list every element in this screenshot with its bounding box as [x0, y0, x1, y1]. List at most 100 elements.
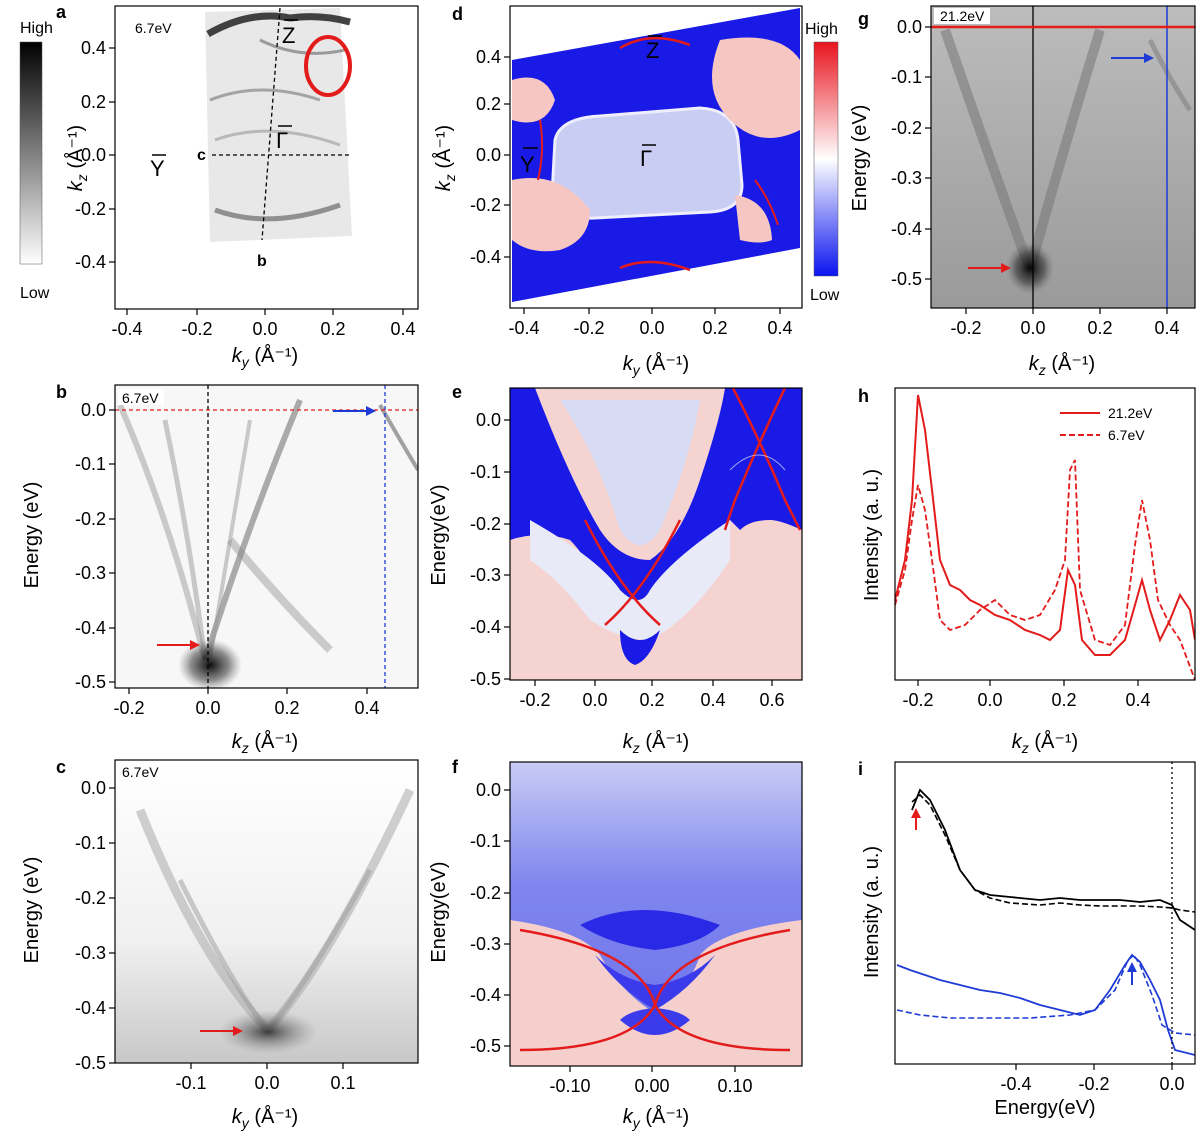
- svg-text:Γ: Γ: [640, 146, 652, 171]
- red-arrow: [200, 1026, 243, 1036]
- x-axis-label: ky (Å⁻¹): [232, 1105, 298, 1131]
- y-tick-label: -0.4: [470, 985, 501, 1005]
- x-tick-label: 0.2: [274, 698, 299, 718]
- panel-letter: h: [858, 386, 869, 406]
- svg-text:Y: Y: [150, 156, 165, 181]
- x-tick-label: -0.2: [902, 690, 933, 710]
- panel-i: i -0.4 -0.2 0.0 Energy(eV) Intensity (a. u…: [858, 759, 1196, 1119]
- panel-c: c 6.7eV -0.1 0.0 0.10.0-0.1-0.2-0.3-0.4-0.…: [21, 757, 419, 1131]
- y-axis-label: Intensity (a. u.): [861, 469, 883, 601]
- cut-label-b: b: [257, 253, 267, 270]
- panel-e: e -0.2 0.0 0.2 0.4 0.60.0-0.1-0.2-0.3-0.4-0.…: [428, 382, 803, 756]
- x-axis-label: ky (Å⁻¹): [232, 344, 298, 370]
- black-dashed-curve: [911, 793, 1195, 913]
- curve-21.2eV: [895, 394, 1195, 656]
- point-label-Z: Z: [646, 35, 662, 63]
- y-tick-label: -0.3: [470, 934, 501, 954]
- x-tick-label: 0.2: [639, 690, 664, 710]
- x-tick-label: 0.0: [254, 1073, 279, 1093]
- x-tick-label: -0.2: [1078, 1074, 1109, 1094]
- axis-ticks: -0.2 0.0 0.2 0.4 0.6 0.0 -0.1 -0.2 -0.3 -0.4 -0.5: [470, 410, 785, 710]
- y-tick-label: 0.2: [476, 94, 501, 114]
- point-label-Y: Y: [150, 154, 166, 181]
- axis-ticks: -0.2 0.0 0.2 0.4 0.0 -0.1 -0.2 -0.3 -0.4 -0.5: [891, 17, 1180, 338]
- panel-d: d Y Γ Z -0.4 -0.2 0.0 0.2 0.40.40.20.0-0.2-0…: [432, 4, 803, 378]
- y-tick-label: 0.4: [476, 47, 501, 67]
- x-tick-label: 0.4: [354, 698, 379, 718]
- y-axis-label: kz (Å⁻¹): [432, 125, 458, 191]
- arpes-map-patch: [205, 8, 352, 242]
- y-tick-label: -0.1: [891, 67, 922, 87]
- y-axis-label: Energy(eV): [428, 484, 450, 585]
- panel-letter: d: [452, 4, 463, 24]
- x-tick-label: -0.2: [950, 318, 981, 338]
- y-tick-label: -0.2: [470, 514, 501, 534]
- colorbar-gradient: [813, 41, 839, 277]
- y-axis-label: Energy (eV): [849, 105, 871, 212]
- red-up-arrow: [911, 808, 921, 830]
- x-tick-label: 0.0: [252, 319, 277, 339]
- x-tick-label: -0.4: [111, 319, 142, 339]
- panel-letter: c: [56, 757, 66, 777]
- y-tick-label: -0.4: [75, 252, 106, 272]
- x-tick-label: 0.2: [1087, 318, 1112, 338]
- black-solid-curve: [911, 788, 1195, 931]
- x-axis-label: kz (Å⁻¹): [1012, 730, 1078, 756]
- legend-entry-6.7eV: 6.7eV: [1108, 427, 1145, 443]
- blue-dashed-curve: [896, 953, 1195, 1036]
- panel-letter: b: [56, 382, 67, 402]
- y-tick-label: -0.2: [891, 118, 922, 138]
- colorbar-high-label: High: [20, 20, 53, 37]
- panel-h: h 21.2eV 6.7eV -0.2 0.0 0.2 0.4 kz (Å⁻¹) In…: [858, 386, 1196, 756]
- colorbar-low-label: Low: [810, 287, 840, 304]
- cut-line-b: [261, 7, 281, 241]
- x-tick-label: 0.0: [1159, 1074, 1184, 1094]
- y-tick-label: 0.0: [81, 400, 106, 420]
- x-axis-label: kz (Å⁻¹): [232, 730, 298, 756]
- point-label-Gamma: Γ: [276, 125, 292, 153]
- y-tick-label: -0.5: [75, 1053, 106, 1073]
- y-tick-label: 0.0: [476, 780, 501, 800]
- curve-6.7eV: [895, 459, 1195, 680]
- x-tick-label: 0.6: [759, 690, 784, 710]
- y-tick-label: -0.5: [470, 669, 501, 689]
- gray-colorbar: High Low: [19, 20, 53, 302]
- axis-ticks: -0.1 0.0 0.1 0.0 -0.1 -0.2 -0.3 -0.4 -0.5: [75, 778, 356, 1093]
- y-tick-label: -0.4: [470, 247, 501, 267]
- y-tick-label: -0.5: [891, 269, 922, 289]
- x-tick-label: 0.0: [639, 318, 664, 338]
- x-tick-label: 0.0: [1020, 318, 1045, 338]
- y-tick-label: 0.0: [81, 145, 106, 165]
- y-tick-label: -0.1: [75, 833, 106, 853]
- y-tick-label: -0.2: [75, 199, 106, 219]
- point-label-Y: Y: [520, 147, 538, 177]
- y-tick-label: -0.4: [75, 618, 106, 638]
- y-axis-label: Energy(eV): [428, 861, 450, 962]
- x-tick-label: -0.2: [519, 690, 550, 710]
- y-axis-label: kz (Å⁻¹): [64, 125, 90, 191]
- y-axis-label: Intensity (a. u.): [861, 846, 883, 978]
- x-tick-label: 0.10: [717, 1076, 752, 1096]
- photon-energy-label: 6.7eV: [122, 390, 159, 406]
- y-tick-label: -0.2: [75, 888, 106, 908]
- x-tick-label: 0.0: [582, 690, 607, 710]
- red-arrow: [968, 263, 1011, 273]
- y-tick-label: -0.1: [470, 462, 501, 482]
- x-axis-label: ky (Å⁻¹): [623, 1105, 689, 1131]
- x-tick-label: 0.4: [1125, 690, 1150, 710]
- y-tick-label: 0.0: [476, 145, 501, 165]
- legend: 21.2eV 6.7eV: [1060, 405, 1153, 443]
- legend-entry-21.2eV: 21.2eV: [1108, 405, 1153, 421]
- x-tick-label: -0.2: [113, 698, 144, 718]
- photon-energy-label: 21.2eV: [940, 8, 985, 24]
- axis-ticks: -0.2 0.0 0.2 0.4: [902, 680, 1151, 710]
- axis-ticks: -0.4 -0.2 0.0: [1000, 1064, 1185, 1094]
- colorbar-gradient: [19, 41, 43, 265]
- y-tick-label: -0.4: [470, 617, 501, 637]
- panel-letter: a: [56, 2, 67, 22]
- y-tick-label: -0.2: [75, 509, 106, 529]
- x-tick-label: 0.4: [767, 318, 792, 338]
- y-tick-label: 0.0: [476, 410, 501, 430]
- redblue-colorbar: High Low: [805, 21, 840, 304]
